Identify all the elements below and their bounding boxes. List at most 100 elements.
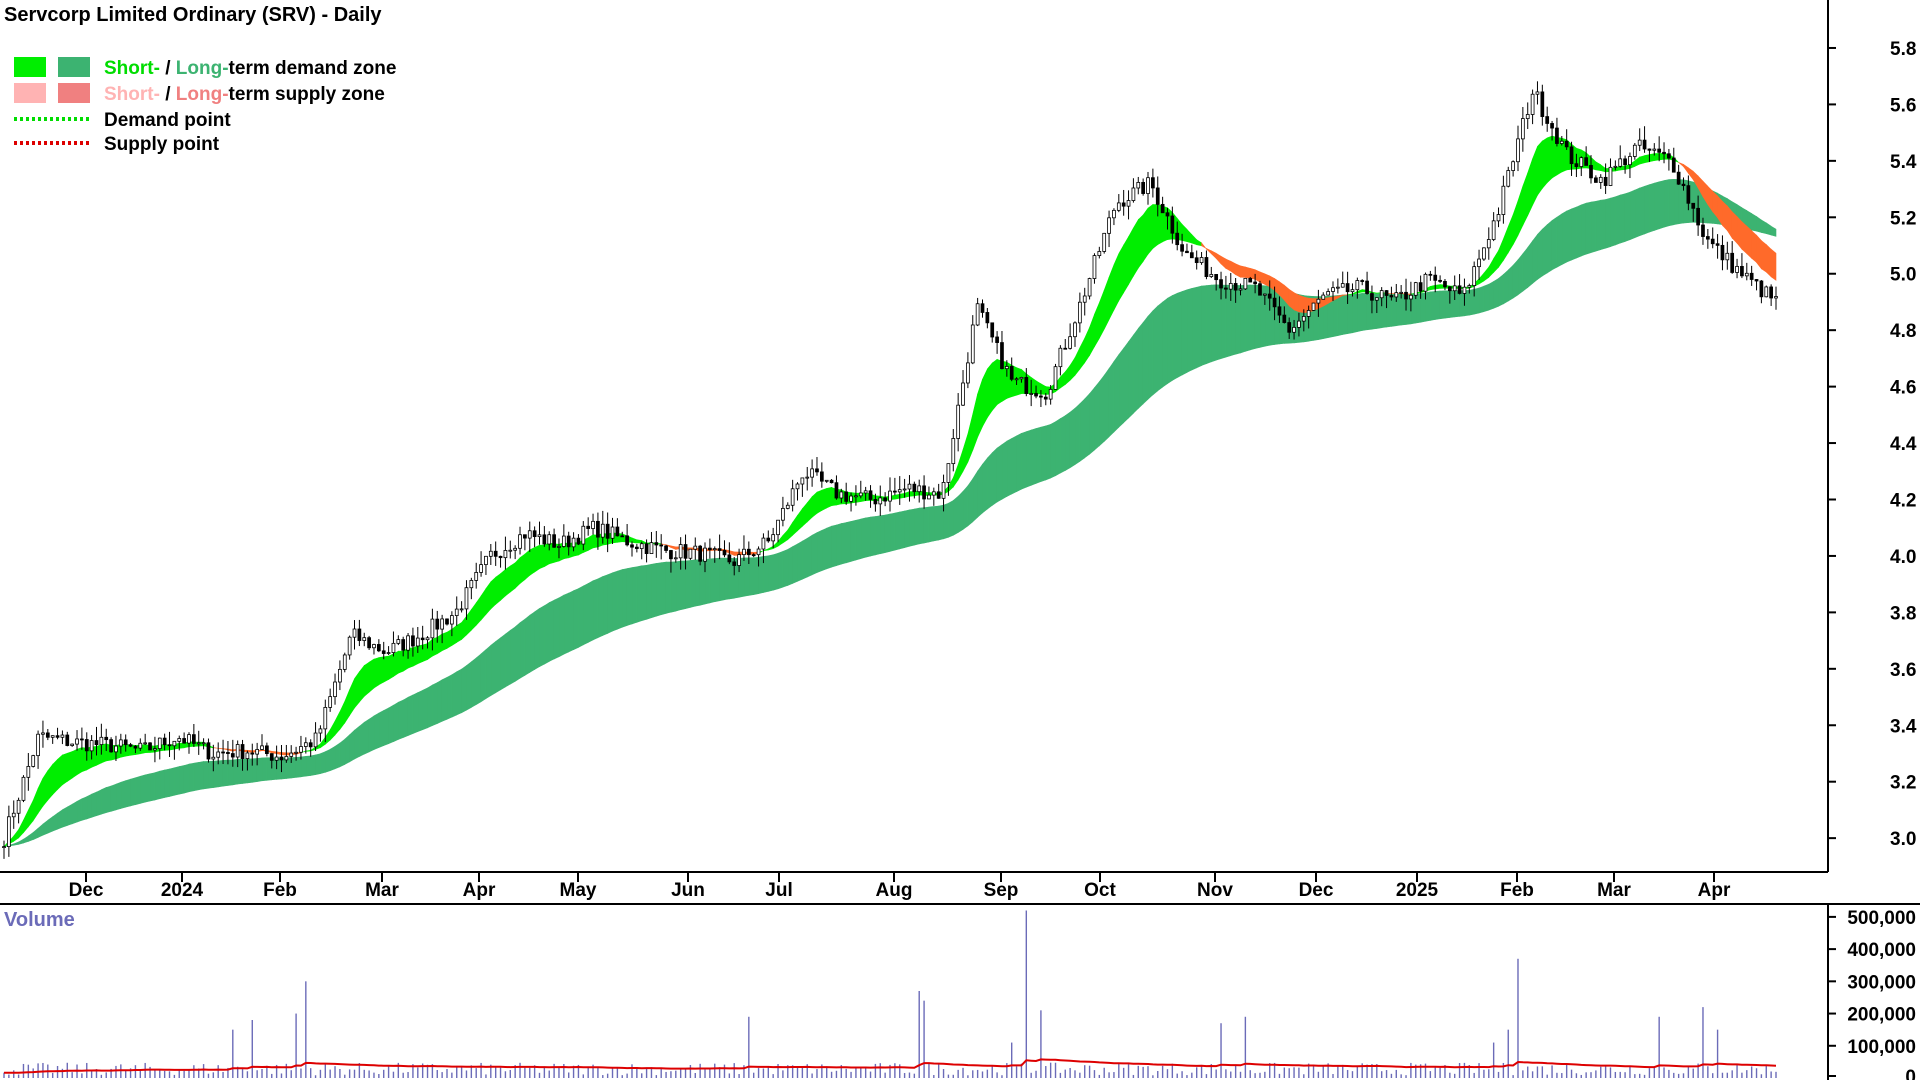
candle-body	[45, 732, 50, 738]
long-term-zone-segment	[704, 558, 711, 605]
short-term-zone-segment	[529, 547, 535, 576]
short-term-zone-segment	[1731, 211, 1738, 244]
legend-demand-short: Short-	[104, 58, 160, 79]
long-term-zone-segment	[281, 757, 287, 780]
candle-body	[1691, 202, 1696, 209]
candle-body	[1009, 366, 1014, 380]
short-term-zone-segment	[1084, 327, 1090, 364]
long-term-zone-segment	[402, 696, 409, 739]
candle-body	[474, 572, 479, 581]
candle-body	[610, 526, 615, 539]
price-tick-label: 5.6	[1890, 95, 1916, 116]
long-term-zone-segment	[23, 835, 29, 844]
long-term-zone-segment	[349, 729, 355, 763]
long-term-zone-segment	[1673, 178, 1679, 226]
candle-body	[688, 548, 693, 559]
long-term-zone-segment	[1600, 199, 1606, 250]
long-term-zone-segment	[339, 738, 346, 768]
short-term-zone-segment	[1683, 163, 1689, 175]
long-term-zone-segment	[354, 725, 360, 760]
candle-body	[1267, 293, 1272, 299]
legend-supply-zone-label: Short- / Long-term supply zone	[104, 84, 385, 105]
candle-body	[450, 615, 454, 625]
short-term-zone-segment	[27, 800, 34, 828]
short-term-zone-segment	[636, 539, 643, 544]
candle-body	[615, 526, 620, 537]
long-term-zone-segment	[748, 557, 755, 596]
long-term-zone-segment	[1619, 193, 1626, 244]
short-term-zone-segment	[631, 537, 638, 544]
candle-body	[888, 490, 892, 502]
short-term-zone-segment	[495, 573, 501, 605]
candle-body	[873, 499, 878, 505]
long-term-zone-segment	[758, 556, 764, 594]
long-term-zone-segment	[621, 568, 628, 628]
candle-body	[391, 642, 396, 653]
volume-axis: 500,000 400,000 300,000 200,000 100,000 0	[1828, 908, 1916, 1080]
short-term-zone-segment	[1215, 252, 1222, 265]
long-term-zone-segment	[359, 721, 365, 757]
long-term-zone-segment	[1196, 285, 1202, 369]
candle-body	[1287, 322, 1292, 333]
long-term-zone-segment	[943, 502, 949, 540]
candle-body	[323, 707, 328, 730]
long-term-zone-segment	[237, 758, 243, 785]
candle-body	[1141, 181, 1145, 194]
short-term-zone-segment	[363, 661, 370, 698]
long-term-zone-segment	[548, 599, 555, 662]
candle-body	[1774, 296, 1778, 299]
candle-body	[1151, 177, 1155, 189]
long-term-zone-segment	[1040, 425, 1047, 483]
month-tick-label: 2024	[161, 880, 204, 901]
long-term-zone-segment	[286, 757, 292, 779]
long-term-zone-segment	[344, 734, 350, 765]
candle-body	[961, 382, 965, 406]
short-term-zone-segment	[320, 736, 326, 749]
short-term-zone-segment	[1434, 284, 1441, 290]
candle-body	[1589, 165, 1593, 179]
candle-body	[1053, 366, 1058, 390]
candle-body	[1306, 310, 1311, 317]
long-term-zone-segment	[1118, 347, 1124, 428]
long-term-zone-segment	[1658, 180, 1665, 230]
short-term-zone-segment	[1512, 200, 1519, 245]
candle-body	[1516, 138, 1520, 163]
candle-body	[824, 479, 829, 482]
long-term-zone-segment	[227, 759, 234, 786]
candle-body	[1710, 238, 1715, 245]
long-term-zone-segment	[544, 602, 550, 665]
long-term-zone-segment	[1537, 228, 1543, 280]
candle-body	[1447, 286, 1452, 292]
long-term-zone-segment	[1172, 292, 1178, 381]
candle-body	[2, 846, 6, 849]
long-term-zone-segment	[101, 787, 107, 815]
candle-body	[771, 534, 776, 542]
long-term-zone-segment	[1230, 284, 1236, 357]
short-term-zone-segment	[539, 544, 545, 570]
long-term-zone-segment	[553, 597, 560, 660]
long-term-zone-segment	[276, 757, 282, 780]
long-term-zone-segment	[105, 785, 112, 813]
short-term-zone-segment	[1288, 288, 1295, 311]
long-term-zone-segment	[509, 626, 516, 685]
candle-body	[1116, 202, 1121, 211]
price-tick-label: 5.4	[1890, 152, 1917, 173]
short-term-zone-segment	[276, 751, 282, 756]
long-term-zone-segment	[1249, 284, 1256, 351]
long-term-zone-segment	[179, 765, 185, 795]
long-term-zone-segment	[149, 772, 156, 802]
candle-body	[1389, 295, 1394, 298]
short-term-zone-segment	[1639, 155, 1645, 165]
candle-body	[630, 544, 634, 548]
short-term-zone-segment	[1060, 371, 1066, 389]
price-tick-label: 5.2	[1890, 208, 1916, 229]
short-term-zone-segment	[1225, 258, 1232, 272]
candle-body	[1029, 393, 1034, 395]
candle-body	[1277, 306, 1282, 316]
legend: Short- / Long-term demand zone Short- / …	[14, 57, 396, 155]
candle-body	[683, 544, 688, 559]
long-term-zone-segment	[52, 812, 58, 832]
long-term-zone-segment	[1074, 403, 1081, 466]
long-term-zone-segment	[1011, 435, 1017, 495]
